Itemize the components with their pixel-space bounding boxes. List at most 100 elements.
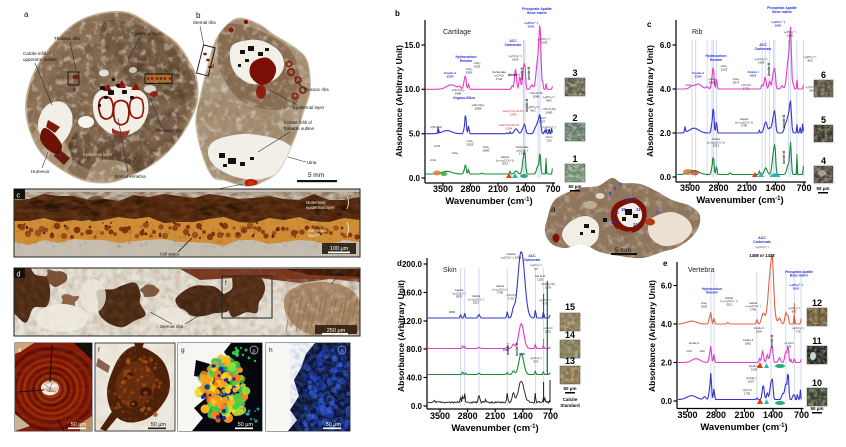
svg-text:883: 883	[546, 99, 551, 103]
svg-text:6.0: 6.0	[660, 41, 672, 50]
svg-text:2513: 2513	[502, 162, 509, 166]
svg-text:νCH₃: νCH₃	[482, 145, 490, 149]
svg-text:50 μm: 50 μm	[71, 422, 87, 428]
svg-text:νNH: νNH	[699, 349, 704, 353]
svg-text:νOH: νOH	[430, 158, 436, 162]
svg-text:1: 1	[572, 154, 577, 164]
svg-text:νCH₃: νCH₃	[732, 77, 740, 81]
svg-text:ν₁+ν₃(CO₃²⁻): ν₁+ν₃(CO₃²⁻)	[468, 297, 484, 301]
svg-text:Amide III: Amide III	[767, 63, 771, 76]
svg-text:4.0: 4.0	[660, 85, 672, 94]
svg-text:νSi-O: νSi-O	[538, 116, 546, 120]
svg-text:Calcite infill of: Calcite infill of	[23, 51, 52, 56]
svg-text:Calcite: Calcite	[496, 284, 505, 288]
svg-text:Cell space: Cell space	[160, 252, 180, 257]
svg-text:Hydrocarbon: Hydrocarbon	[705, 54, 726, 58]
svg-text:80.0: 80.0	[406, 345, 422, 354]
svg-text:Phosphate Apatite: Phosphate Apatite	[522, 7, 552, 11]
svg-text:2960: 2960	[483, 149, 490, 153]
svg-text:d: d	[211, 64, 214, 70]
svg-text:Standard: Standard	[560, 403, 580, 408]
svg-text:1081: 1081	[528, 25, 535, 29]
svg-text:Calcite: Calcite	[506, 252, 516, 256]
svg-text:15.0: 15.0	[404, 41, 420, 50]
svg-text:Amide III: Amide III	[782, 115, 786, 128]
svg-text:νOH: νOH	[686, 349, 691, 353]
svg-text:0.0: 0.0	[409, 174, 421, 183]
svg-text:ν(Si-OH): ν(Si-OH)	[430, 125, 442, 129]
svg-text:2.0: 2.0	[660, 129, 672, 138]
svg-text:ACC: ACC	[759, 43, 767, 47]
svg-text:5 mm: 5 mm	[615, 247, 631, 254]
svg-text:Phosphate Apatite: Phosphate Apatite	[767, 6, 797, 10]
svg-text:5: 5	[821, 115, 826, 125]
svg-text:13: 13	[565, 356, 575, 366]
svg-text:50 μm: 50 μm	[563, 386, 576, 391]
svg-text:Remain: Remain	[460, 59, 472, 63]
svg-text:Absorbance (Arbitrary Unit): Absorbance (Arbitrary Unit)	[645, 45, 655, 157]
svg-text:200.0: 200.0	[402, 260, 423, 269]
svg-text:6.0: 6.0	[661, 281, 673, 290]
svg-text:Amide III: Amide III	[525, 99, 529, 112]
svg-text:962: 962	[530, 109, 535, 113]
svg-text:3500: 3500	[430, 411, 450, 421]
svg-text:νOH: νOH	[685, 83, 691, 87]
svg-text:Thoracic ribs: Thoracic ribs	[156, 128, 183, 133]
svg-text:ν₂(CO₃²⁻): ν₂(CO₃²⁻)	[788, 306, 800, 310]
svg-text:ν₃(CO₃²⁻) 1086: ν₃(CO₃²⁻) 1086	[501, 256, 522, 260]
svg-text:4: 4	[821, 156, 826, 166]
svg-text:Amide A: Amide A	[444, 71, 457, 75]
svg-text:Outermost: Outermost	[306, 200, 326, 205]
svg-text:875: 875	[534, 359, 539, 363]
svg-text:Epidermal layer: Epidermal layer	[131, 31, 163, 36]
svg-text:11: 11	[812, 336, 822, 346]
svg-text:1722: 1722	[743, 87, 750, 91]
svg-text:873: 873	[792, 309, 797, 313]
svg-text:Bone matrix: Bone matrix	[790, 274, 809, 278]
svg-text:ACC: ACC	[528, 254, 536, 258]
svg-text:1400: 1400	[763, 410, 783, 420]
svg-text:d: d	[17, 272, 21, 279]
svg-text:νCH₂: νCH₂	[474, 61, 482, 65]
svg-text:ν₁+ν₄(CO₃²⁻): ν₁+ν₄(CO₃²⁻)	[492, 287, 508, 291]
svg-text:Hydrocarbon: Hydrocarbon	[455, 55, 476, 59]
svg-text:3: 3	[609, 191, 612, 196]
svg-text:Amide III: Amide III	[515, 343, 519, 356]
svg-text:νOH: νOH	[434, 144, 440, 148]
svg-text:881: 881	[546, 129, 551, 133]
svg-text:Amide I: Amide I	[747, 70, 758, 74]
svg-text:2: 2	[572, 113, 577, 123]
svg-text:2800: 2800	[458, 411, 478, 421]
svg-text:νCH₃: νCH₃	[708, 77, 716, 81]
svg-text:2100: 2100	[485, 411, 505, 421]
svg-text:1796: 1796	[497, 291, 504, 295]
svg-text:Thoracic ribs: Thoracic ribs	[54, 36, 81, 41]
svg-text:Thoracic ribs: Thoracic ribs	[303, 87, 330, 92]
svg-text:νCH₃: νCH₃	[465, 67, 473, 71]
svg-text:40.0: 40.0	[406, 373, 422, 382]
svg-text:epidermal layer: epidermal layer	[306, 205, 335, 210]
svg-text:1595: 1595	[503, 348, 510, 352]
svg-text:1429: 1429	[512, 58, 519, 62]
svg-text:1722: 1722	[508, 296, 515, 300]
svg-text:ν₃(CO₃²⁻): ν₃(CO₃²⁻)	[508, 54, 521, 58]
svg-text:1545: 1545	[751, 367, 758, 371]
svg-text:1400: 1400	[515, 184, 535, 194]
svg-text:Calcite: Calcite	[712, 137, 721, 141]
svg-text:2872: 2872	[733, 81, 740, 85]
svg-text:1667: 1667	[748, 379, 755, 383]
svg-text:Absorbance (Arbitrary Unit): Absorbance (Arbitrary Unit)	[396, 280, 406, 392]
svg-text:14: 14	[565, 330, 575, 340]
svg-text:Epidermis: Epidermis	[330, 272, 351, 277]
svg-text:1080: 1080	[546, 111, 553, 115]
svg-text:2925: 2925	[701, 304, 708, 308]
svg-text:Amide I: Amide I	[506, 343, 510, 355]
svg-text:700: 700	[545, 184, 560, 194]
svg-text:c: c	[647, 20, 652, 29]
svg-text:ν₃(PO₄³⁻): ν₃(PO₄³⁻)	[771, 20, 785, 24]
svg-text:1081: 1081	[793, 287, 800, 291]
svg-text:ν(C=O): ν(C=O)	[741, 83, 751, 87]
svg-text:f: f	[98, 347, 100, 354]
svg-text:c: c	[17, 193, 21, 200]
svg-text:1651: 1651	[750, 74, 757, 78]
